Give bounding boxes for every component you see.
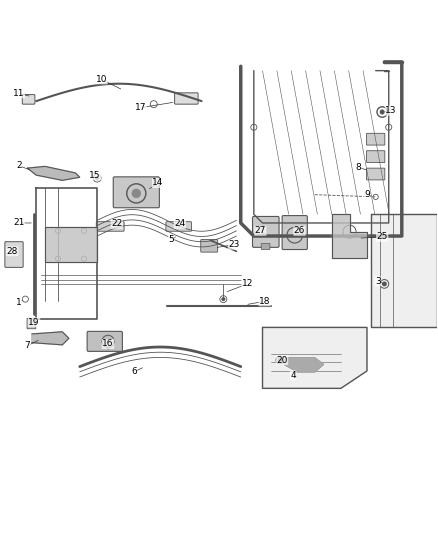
Circle shape bbox=[383, 282, 386, 286]
Text: 19: 19 bbox=[28, 318, 40, 327]
Text: 1: 1 bbox=[16, 298, 21, 306]
FancyBboxPatch shape bbox=[367, 168, 385, 180]
Text: 8: 8 bbox=[355, 163, 361, 172]
FancyBboxPatch shape bbox=[282, 215, 307, 249]
Text: 16: 16 bbox=[102, 340, 114, 349]
Text: 23: 23 bbox=[229, 240, 240, 249]
FancyBboxPatch shape bbox=[27, 318, 36, 329]
Text: 28: 28 bbox=[7, 247, 18, 256]
Text: 3: 3 bbox=[375, 277, 381, 286]
Text: 7: 7 bbox=[25, 341, 30, 350]
Text: 4: 4 bbox=[290, 371, 296, 380]
Text: 9: 9 bbox=[364, 190, 370, 199]
Circle shape bbox=[278, 358, 282, 362]
FancyBboxPatch shape bbox=[166, 222, 191, 231]
Text: 10: 10 bbox=[96, 75, 107, 84]
Text: 15: 15 bbox=[89, 171, 101, 180]
FancyBboxPatch shape bbox=[113, 177, 159, 208]
Circle shape bbox=[95, 176, 99, 180]
Text: 14: 14 bbox=[152, 179, 164, 188]
Text: 25: 25 bbox=[377, 232, 388, 241]
Text: 13: 13 bbox=[385, 106, 397, 115]
FancyBboxPatch shape bbox=[261, 244, 270, 249]
Circle shape bbox=[222, 298, 225, 301]
Polygon shape bbox=[332, 214, 367, 258]
Circle shape bbox=[132, 189, 141, 198]
FancyBboxPatch shape bbox=[96, 222, 124, 231]
Text: 6: 6 bbox=[131, 367, 137, 376]
Circle shape bbox=[380, 110, 385, 114]
FancyBboxPatch shape bbox=[201, 239, 218, 252]
Text: 11: 11 bbox=[13, 89, 25, 98]
Polygon shape bbox=[28, 166, 80, 180]
Text: 22: 22 bbox=[111, 220, 122, 228]
Text: 18: 18 bbox=[259, 297, 270, 306]
Text: 24: 24 bbox=[174, 220, 185, 228]
Polygon shape bbox=[32, 332, 69, 345]
Polygon shape bbox=[262, 327, 367, 389]
FancyBboxPatch shape bbox=[22, 94, 35, 104]
Text: 12: 12 bbox=[242, 279, 253, 288]
Text: 2: 2 bbox=[16, 161, 21, 170]
Text: 26: 26 bbox=[294, 227, 305, 235]
Text: 21: 21 bbox=[13, 219, 25, 228]
Polygon shape bbox=[284, 358, 323, 372]
Text: 27: 27 bbox=[254, 227, 266, 235]
Text: 5: 5 bbox=[168, 235, 174, 244]
FancyBboxPatch shape bbox=[175, 93, 198, 104]
FancyBboxPatch shape bbox=[367, 133, 385, 145]
FancyBboxPatch shape bbox=[367, 151, 385, 163]
Text: 20: 20 bbox=[276, 356, 288, 365]
FancyBboxPatch shape bbox=[253, 216, 279, 247]
FancyBboxPatch shape bbox=[87, 332, 122, 351]
Text: 17: 17 bbox=[135, 103, 146, 112]
FancyBboxPatch shape bbox=[5, 241, 23, 268]
Polygon shape bbox=[371, 214, 437, 327]
Polygon shape bbox=[45, 228, 97, 262]
